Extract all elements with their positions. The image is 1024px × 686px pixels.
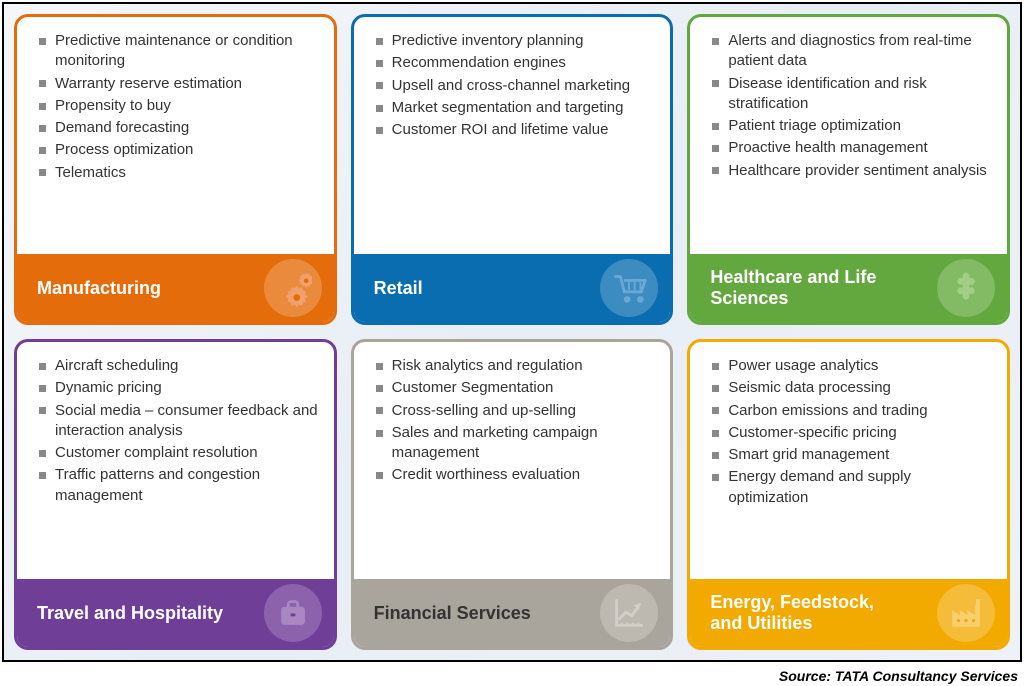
list-item: Energy demand and supply optimization: [712, 467, 991, 508]
list-item: Demand forecasting: [39, 118, 318, 138]
list-item: Credit worthiness evaluation: [376, 465, 655, 485]
list-item: Proactive health management: [712, 138, 991, 158]
list-item: Carbon emissions and trading: [712, 401, 991, 421]
list-item: Upsell and cross-channel marketing: [376, 76, 655, 96]
bullet-list: Power usage analyticsSeismic data proces…: [712, 356, 991, 508]
list-item: Customer ROI and lifetime value: [376, 120, 655, 140]
list-item: Aircraft scheduling: [39, 356, 318, 376]
source-attribution: Source: TATA Consultancy Services: [779, 668, 1018, 684]
list-item: Disease identification and risk stratifi…: [712, 74, 991, 115]
list-item: Market segmentation and targeting: [376, 98, 655, 118]
card-grid: Predictive maintenance or condition moni…: [14, 14, 1010, 650]
card-body: Alerts and diagnostics from real-time pa…: [690, 17, 1007, 254]
list-item: Seismic data processing: [712, 378, 991, 398]
list-item: Healthcare provider sentiment analysis: [712, 161, 991, 181]
briefcase-icon: [264, 584, 322, 642]
list-item: Customer-specific pricing: [712, 423, 991, 443]
list-item: Customer Segmentation: [376, 378, 655, 398]
card-body: Predictive maintenance or condition moni…: [17, 17, 334, 254]
card-retail: Predictive inventory planningRecommendat…: [351, 14, 674, 325]
card-title: Travel and Hospitality: [37, 603, 223, 624]
list-item: Recommendation engines: [376, 53, 655, 73]
card-body: Risk analytics and regulationCustomer Se…: [354, 342, 671, 579]
card-energy: Power usage analyticsSeismic data proces…: [687, 339, 1010, 650]
list-item: Sales and marketing campaign management: [376, 423, 655, 464]
factory-icon: [937, 584, 995, 642]
list-item: Predictive maintenance or condition moni…: [39, 31, 318, 72]
list-item: Process optimization: [39, 140, 318, 160]
card-title: Energy, Feedstock, and Utilities: [710, 592, 909, 633]
list-item: Risk analytics and regulation: [376, 356, 655, 376]
bullet-list: Predictive maintenance or condition moni…: [39, 31, 318, 183]
chart-icon: [600, 584, 658, 642]
card-footer: Travel and Hospitality: [17, 579, 334, 647]
list-item: Customer complaint resolution: [39, 443, 318, 463]
list-item: Cross-selling and up-selling: [376, 401, 655, 421]
list-item: Power usage analytics: [712, 356, 991, 376]
bullet-list: Aircraft schedulingDynamic pricing Social…: [39, 356, 318, 506]
bullet-list: Alerts and diagnostics from real-time pa…: [712, 31, 991, 181]
list-item: Telematics: [39, 163, 318, 183]
bullet-list: Risk analytics and regulationCustomer Se…: [376, 356, 655, 486]
list-item: Social media – consumer feedback and int…: [39, 401, 318, 442]
infographic-frame: Predictive maintenance or condition moni…: [2, 2, 1022, 662]
card-title: Healthcare and Life Sciences: [710, 267, 909, 308]
list-item: Patient triage optimization: [712, 116, 991, 136]
list-item: Dynamic pricing: [39, 378, 318, 398]
bullet-list: Predictive inventory planningRecommendat…: [376, 31, 655, 140]
list-item: Alerts and diagnostics from real-time pa…: [712, 31, 991, 72]
card-title: Retail: [374, 278, 423, 299]
list-item: Traffic patterns and congestion manageme…: [39, 465, 318, 506]
cart-icon: [600, 259, 658, 317]
card-body: Predictive inventory planningRecommendat…: [354, 17, 671, 254]
card-footer: Energy, Feedstock, and Utilities: [690, 579, 1007, 647]
card-footer: Retail: [354, 254, 671, 322]
card-body: Aircraft schedulingDynamic pricing Social…: [17, 342, 334, 579]
list-item: Warranty reserve estimation: [39, 74, 318, 94]
card-body: Power usage analyticsSeismic data proces…: [690, 342, 1007, 579]
card-financial: Risk analytics and regulationCustomer Se…: [351, 339, 674, 650]
card-healthcare: Alerts and diagnostics from real-time pa…: [687, 14, 1010, 325]
list-item: Propensity to buy: [39, 96, 318, 116]
gears-icon: [264, 259, 322, 317]
card-footer: Financial Services: [354, 579, 671, 647]
list-item: Smart grid management: [712, 445, 991, 465]
card-travel: Aircraft schedulingDynamic pricing Social…: [14, 339, 337, 650]
list-item: Predictive inventory planning: [376, 31, 655, 51]
card-footer: Healthcare and Life Sciences: [690, 254, 1007, 322]
card-footer: Manufacturing: [17, 254, 334, 322]
medical-icon: [937, 259, 995, 317]
card-title: Financial Services: [374, 603, 531, 624]
card-manufacturing: Predictive maintenance or condition moni…: [14, 14, 337, 325]
card-title: Manufacturing: [37, 278, 161, 299]
